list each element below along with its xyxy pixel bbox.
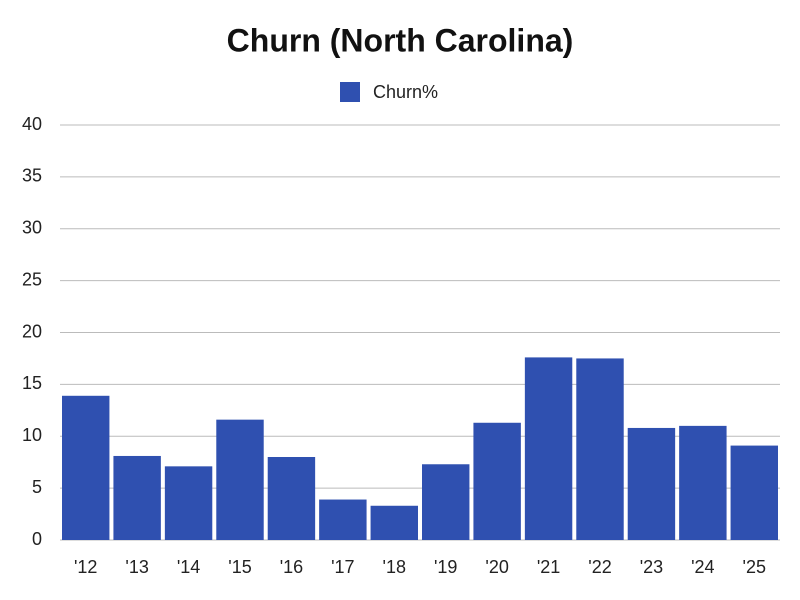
y-tick-label: 35 xyxy=(22,166,42,186)
y-tick-label: 5 xyxy=(32,477,42,497)
y-tick-label: 10 xyxy=(22,425,42,445)
bar xyxy=(422,464,470,540)
x-tick-label: '14 xyxy=(177,557,200,577)
chart-title: Churn (North Carolina) xyxy=(227,22,574,58)
x-tick-label: '25 xyxy=(743,557,766,577)
y-tick-label: 40 xyxy=(22,114,42,134)
x-tick-label: '13 xyxy=(125,557,148,577)
bar xyxy=(164,466,213,540)
y-tick-label: 15 xyxy=(22,373,42,393)
bar xyxy=(216,419,264,540)
bar xyxy=(627,427,676,540)
x-tick-label: '24 xyxy=(691,557,714,577)
bar xyxy=(679,425,727,540)
bar xyxy=(730,445,778,540)
bar xyxy=(319,499,367,540)
bar xyxy=(370,505,418,540)
x-tick-label: '15 xyxy=(228,557,251,577)
bar xyxy=(576,358,624,540)
x-tick-label: '17 xyxy=(331,557,354,577)
bar xyxy=(267,457,316,540)
y-tick-label: 30 xyxy=(22,218,42,238)
y-tick-label: 0 xyxy=(32,529,42,549)
x-tick-label: '20 xyxy=(485,557,508,577)
x-tick-label: '12 xyxy=(74,557,97,577)
legend-swatch xyxy=(340,82,360,102)
bar xyxy=(62,395,110,540)
y-tick-label: 25 xyxy=(22,269,42,289)
y-tick-label: 20 xyxy=(22,321,42,341)
legend-label: Churn% xyxy=(373,82,438,102)
bar xyxy=(473,422,521,540)
bar xyxy=(524,357,573,540)
bar xyxy=(113,455,161,540)
x-tick-label: '19 xyxy=(434,557,457,577)
x-tick-label: '22 xyxy=(588,557,611,577)
x-tick-label: '18 xyxy=(383,557,406,577)
x-tick-label: '16 xyxy=(280,557,303,577)
x-tick-label: '21 xyxy=(537,557,560,577)
x-tick-label: '23 xyxy=(640,557,663,577)
